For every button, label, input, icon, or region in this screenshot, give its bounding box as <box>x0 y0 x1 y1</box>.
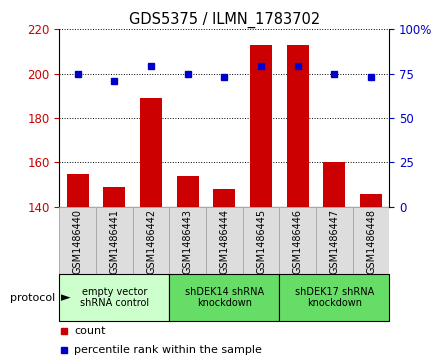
Text: shDEK17 shRNA
knockdown: shDEK17 shRNA knockdown <box>295 287 374 309</box>
Text: empty vector
shRNA control: empty vector shRNA control <box>80 287 149 309</box>
Text: GSM1486442: GSM1486442 <box>146 209 156 274</box>
Bar <box>250 45 272 207</box>
Bar <box>243 207 279 274</box>
Bar <box>96 207 133 274</box>
Bar <box>360 193 382 207</box>
Bar <box>133 207 169 274</box>
Bar <box>213 189 235 207</box>
Bar <box>169 207 206 274</box>
Bar <box>169 274 279 321</box>
Bar <box>279 207 316 274</box>
Bar <box>103 187 125 207</box>
Title: GDS5375 / ILMN_1783702: GDS5375 / ILMN_1783702 <box>129 12 320 28</box>
Text: GSM1486446: GSM1486446 <box>293 209 303 274</box>
Bar <box>59 207 96 274</box>
Bar <box>59 274 169 321</box>
Bar <box>353 207 389 274</box>
Bar <box>177 176 199 207</box>
Text: percentile rank within the sample: percentile rank within the sample <box>74 344 262 355</box>
Text: shDEK14 shRNA
knockdown: shDEK14 shRNA knockdown <box>185 287 264 309</box>
Bar <box>140 98 162 207</box>
Text: GSM1486444: GSM1486444 <box>220 209 229 274</box>
Bar <box>67 174 89 207</box>
Text: ►: ► <box>57 291 71 304</box>
Text: GSM1486448: GSM1486448 <box>366 209 376 274</box>
Bar <box>287 45 309 207</box>
Bar <box>279 274 389 321</box>
Text: GSM1486440: GSM1486440 <box>73 209 83 274</box>
Text: count: count <box>74 326 106 337</box>
Bar <box>323 162 345 207</box>
Text: GSM1486447: GSM1486447 <box>330 209 339 274</box>
Text: GSM1486441: GSM1486441 <box>110 209 119 274</box>
Text: protocol: protocol <box>10 293 55 303</box>
Bar <box>316 207 353 274</box>
Text: GSM1486445: GSM1486445 <box>256 209 266 274</box>
Bar <box>206 207 243 274</box>
Text: GSM1486443: GSM1486443 <box>183 209 193 274</box>
